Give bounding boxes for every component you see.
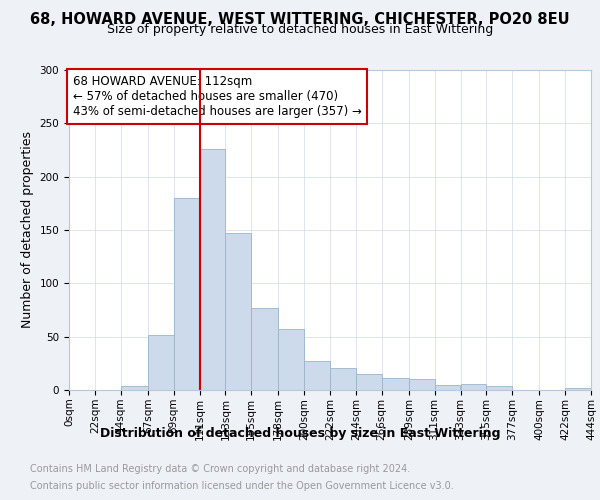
Bar xyxy=(461,384,487,390)
Y-axis label: Number of detached properties: Number of detached properties xyxy=(21,132,34,328)
Bar xyxy=(330,368,356,390)
Bar xyxy=(487,386,512,390)
Text: Contains public sector information licensed under the Open Government Licence v3: Contains public sector information licen… xyxy=(30,481,454,491)
Text: Size of property relative to detached houses in East Wittering: Size of property relative to detached ho… xyxy=(107,22,493,36)
Text: 68, HOWARD AVENUE, WEST WITTERING, CHICHESTER, PO20 8EU: 68, HOWARD AVENUE, WEST WITTERING, CHICH… xyxy=(30,12,570,28)
Bar xyxy=(434,384,461,390)
Bar xyxy=(199,149,226,390)
Bar xyxy=(148,334,173,390)
Text: 68 HOWARD AVENUE: 112sqm
← 57% of detached houses are smaller (470)
43% of semi-: 68 HOWARD AVENUE: 112sqm ← 57% of detach… xyxy=(73,76,361,118)
Bar xyxy=(409,380,434,390)
Text: Distribution of detached houses by size in East Wittering: Distribution of detached houses by size … xyxy=(100,428,500,440)
Text: Contains HM Land Registry data © Crown copyright and database right 2024.: Contains HM Land Registry data © Crown c… xyxy=(30,464,410,474)
Bar xyxy=(278,329,304,390)
Bar xyxy=(121,386,148,390)
Bar xyxy=(173,198,199,390)
Bar xyxy=(356,374,382,390)
Bar xyxy=(304,361,330,390)
Bar xyxy=(251,308,278,390)
Bar xyxy=(226,233,251,390)
Bar xyxy=(565,388,591,390)
Bar xyxy=(382,378,409,390)
